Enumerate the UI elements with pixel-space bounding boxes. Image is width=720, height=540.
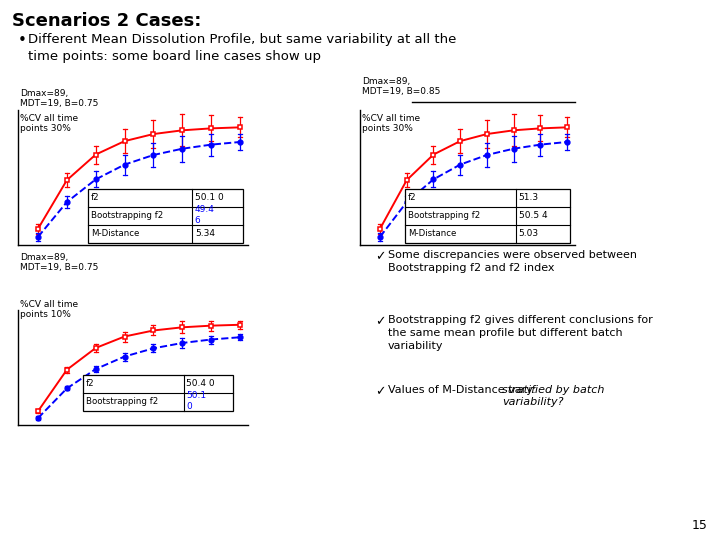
- Bar: [88, 189, 243, 243]
- Text: Values of M-Distance vary:: Values of M-Distance vary:: [388, 385, 539, 395]
- Text: 49.4
6: 49.4 6: [195, 205, 215, 225]
- Text: Dmax=89,
MDT=19, B=0.75: Dmax=89, MDT=19, B=0.75: [20, 253, 99, 272]
- Text: ✓: ✓: [375, 315, 385, 328]
- Text: 50.1 0: 50.1 0: [195, 192, 224, 201]
- Text: f2: f2: [86, 379, 94, 388]
- Text: Some discrepancies were observed between
Bootstrapping f2 and f2 index: Some discrepancies were observed between…: [388, 250, 637, 273]
- Text: M-Distance: M-Distance: [91, 228, 140, 238]
- Text: Different Mean Dissolution Profile, but same variability at all the
time points:: Different Mean Dissolution Profile, but …: [28, 33, 456, 63]
- Text: Bootstrapping f2: Bootstrapping f2: [91, 211, 163, 219]
- Text: 50.1
0: 50.1 0: [186, 392, 207, 411]
- Text: Dmax=89,
MDT=19, B=0.85: Dmax=89, MDT=19, B=0.85: [362, 77, 441, 96]
- Text: f2: f2: [408, 192, 417, 201]
- Text: Dmax=89,
MDT=19, B=0.75: Dmax=89, MDT=19, B=0.75: [20, 89, 99, 108]
- Text: %CV all time
points 10%: %CV all time points 10%: [20, 300, 78, 319]
- Text: 50.5 4: 50.5 4: [518, 211, 547, 219]
- Text: stratified by batch
variability?: stratified by batch variability?: [503, 385, 605, 407]
- Bar: [405, 189, 570, 243]
- Text: 50.4 0: 50.4 0: [186, 379, 215, 388]
- Text: 5.34: 5.34: [195, 228, 215, 238]
- Text: M-Distance: M-Distance: [408, 228, 456, 238]
- Text: •: •: [18, 33, 27, 48]
- Text: %CV all time
points 30%: %CV all time points 30%: [362, 114, 420, 133]
- Text: ✓: ✓: [375, 250, 385, 263]
- Text: 51.3: 51.3: [518, 192, 539, 201]
- Text: f2: f2: [91, 192, 99, 201]
- Text: Bootstrapping f2: Bootstrapping f2: [408, 211, 480, 219]
- Text: Bootstrapping f2 gives different conclusions for
the same mean profile but diffe: Bootstrapping f2 gives different conclus…: [388, 315, 653, 352]
- Text: 15: 15: [692, 519, 708, 532]
- Text: %CV all time
points 30%: %CV all time points 30%: [20, 114, 78, 133]
- Text: 5.03: 5.03: [518, 228, 539, 238]
- Text: ✓: ✓: [375, 385, 385, 398]
- Bar: [83, 375, 233, 411]
- Text: Scenarios 2 Cases:: Scenarios 2 Cases:: [12, 12, 202, 30]
- Text: Bootstrapping f2: Bootstrapping f2: [86, 396, 158, 406]
